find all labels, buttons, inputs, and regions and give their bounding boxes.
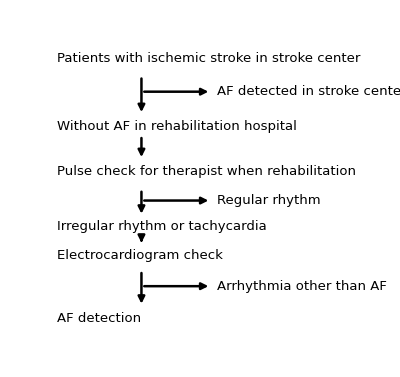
Text: Electrocardiogram check: Electrocardiogram check (57, 249, 223, 262)
Text: Pulse check for therapist when rehabilitation: Pulse check for therapist when rehabilit… (57, 165, 356, 178)
Text: AF detected in stroke center: AF detected in stroke center (218, 85, 400, 98)
Text: Regular rhythm: Regular rhythm (218, 194, 321, 207)
Text: Arrhythmia other than AF: Arrhythmia other than AF (218, 280, 387, 293)
Text: Patients with ischemic stroke in stroke center: Patients with ischemic stroke in stroke … (57, 52, 360, 65)
Text: Irregular rhythm or tachycardia: Irregular rhythm or tachycardia (57, 220, 266, 233)
Text: AF detection: AF detection (57, 312, 141, 325)
Text: Without AF in rehabilitation hospital: Without AF in rehabilitation hospital (57, 120, 297, 133)
